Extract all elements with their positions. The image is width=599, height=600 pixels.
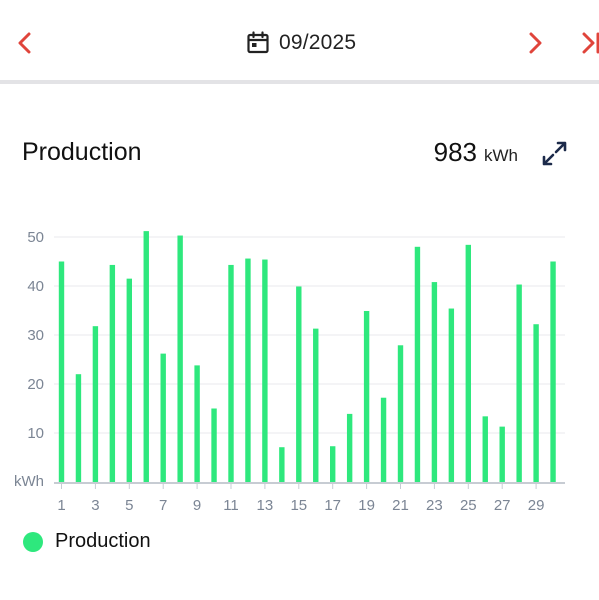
legend-label: Production xyxy=(55,530,151,552)
production-title: Production xyxy=(22,138,142,166)
bar-day-10[interactable] xyxy=(211,408,217,483)
y-tick-label-50: 50 xyxy=(27,229,44,246)
bar-day-23[interactable] xyxy=(431,282,438,482)
bar-day-6[interactable] xyxy=(143,231,149,482)
bar-day-26[interactable] xyxy=(482,416,488,482)
expand-chart-button[interactable] xyxy=(541,140,568,167)
previous-month-button[interactable] xyxy=(10,28,40,58)
bar-day-25[interactable] xyxy=(465,244,471,482)
bar-day-28[interactable] xyxy=(516,284,522,482)
y-tick-label-40: 40 xyxy=(27,278,44,295)
current-month-label: 09/2025 xyxy=(279,31,357,54)
bar-day-15[interactable] xyxy=(296,286,302,482)
latest-month-button[interactable] xyxy=(575,28,599,58)
x-tick-label-29: 29 xyxy=(528,497,545,514)
bar-day-21[interactable] xyxy=(397,345,404,482)
x-tick-label-21: 21 xyxy=(392,497,409,514)
x-tick-label-25: 25 xyxy=(460,497,477,514)
x-tick-label-3: 3 xyxy=(91,497,99,514)
x-tick-label-9: 9 xyxy=(193,497,201,514)
x-tick-label-17: 17 xyxy=(324,497,341,514)
x-tick-label-1: 1 xyxy=(57,497,65,514)
x-tick-label-13: 13 xyxy=(257,497,274,514)
y-tick-label-10: 10 xyxy=(27,425,44,442)
bar-day-20[interactable] xyxy=(380,397,387,482)
chevron-right-icon xyxy=(529,32,542,54)
bar-day-8[interactable] xyxy=(177,235,183,482)
x-tick-label-27: 27 xyxy=(494,497,511,514)
bar-day-17[interactable] xyxy=(330,446,336,482)
bar-day-1[interactable] xyxy=(58,261,65,483)
x-tick-label-5: 5 xyxy=(125,497,133,514)
bar-day-19[interactable] xyxy=(363,310,370,482)
header-divider xyxy=(0,80,599,84)
legend-swatch xyxy=(23,531,43,552)
next-month-button[interactable] xyxy=(520,28,550,58)
top-navigation-bar: 09/2025 xyxy=(0,0,599,82)
bar-day-22[interactable] xyxy=(414,246,421,482)
chart-bars xyxy=(58,231,556,483)
bar-day-14[interactable] xyxy=(279,447,285,482)
calendar-icon xyxy=(247,31,269,54)
bar-day-9[interactable] xyxy=(194,365,200,482)
production-total: 983 kWh xyxy=(434,137,518,168)
x-tick-label-15: 15 xyxy=(290,497,307,514)
y-axis-unit-label: kWh xyxy=(14,473,44,490)
chart-gridlines xyxy=(54,236,565,434)
chevron-left-icon xyxy=(18,32,31,54)
bar-day-3[interactable] xyxy=(92,326,99,482)
x-tick-label-11: 11 xyxy=(223,497,239,514)
bar-day-4[interactable] xyxy=(109,264,116,482)
bar-day-7[interactable] xyxy=(160,353,166,482)
y-tick-label-20: 20 xyxy=(27,376,44,393)
x-tick-label-7: 7 xyxy=(159,497,167,514)
bar-day-11[interactable] xyxy=(228,264,234,482)
bar-day-12[interactable] xyxy=(245,258,251,482)
bar-day-13[interactable] xyxy=(262,259,268,482)
y-tick-label-30: 30 xyxy=(27,327,44,344)
x-tick-label-19: 19 xyxy=(358,497,375,514)
bar-day-30[interactable] xyxy=(550,261,556,483)
bar-day-24[interactable] xyxy=(448,308,455,482)
x-tick-label-23: 23 xyxy=(426,497,443,514)
total-unit: kWh xyxy=(484,146,518,165)
month-picker[interactable]: 09/2025 xyxy=(246,28,356,58)
bar-day-16[interactable] xyxy=(313,328,319,482)
bar-day-29[interactable] xyxy=(533,324,539,482)
legend-item-production[interactable]: Production xyxy=(23,530,151,553)
expand-arrows-icon xyxy=(542,141,567,166)
bar-day-2[interactable] xyxy=(75,374,82,482)
bar-day-18[interactable] xyxy=(346,413,353,482)
bar-day-27[interactable] xyxy=(499,426,505,482)
bar-day-5[interactable] xyxy=(126,278,132,482)
total-value: 983 xyxy=(433,137,477,167)
skip-to-end-icon xyxy=(582,32,599,54)
